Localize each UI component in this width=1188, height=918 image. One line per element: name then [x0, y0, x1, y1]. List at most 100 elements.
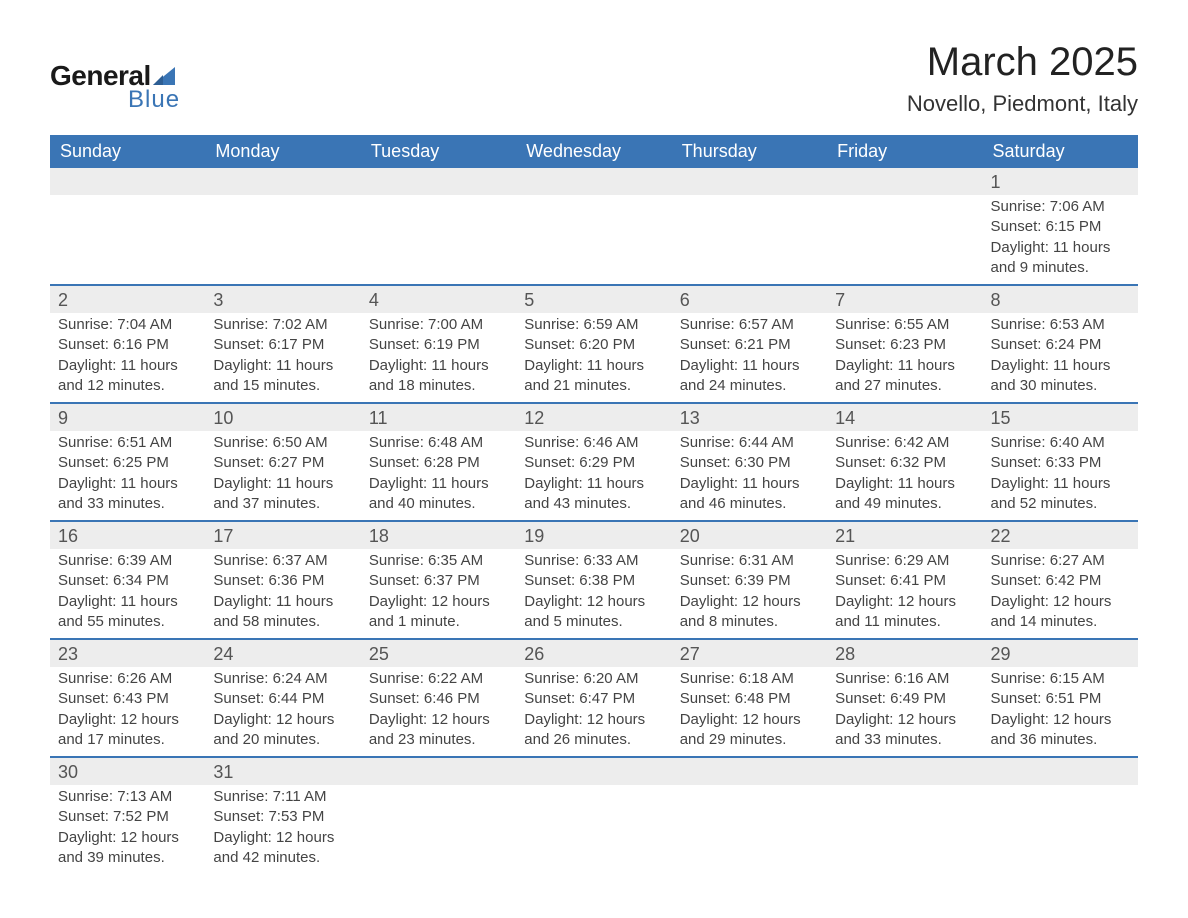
- sunrise-line: Sunrise: 6:33 AM: [524, 551, 663, 571]
- sunrise-line: Sunrise: 6:22 AM: [369, 669, 508, 689]
- weekday-header: Sunday: [50, 135, 205, 168]
- daylight-line: Daylight: 11 hours and 27 minutes.: [835, 356, 974, 397]
- daylight-line: Daylight: 12 hours and 17 minutes.: [58, 710, 197, 751]
- sunset-line: Sunset: 6:27 PM: [213, 453, 352, 473]
- sunset-line: Sunset: 6:41 PM: [835, 571, 974, 591]
- day-number: 3: [205, 286, 360, 313]
- daylight-line: Daylight: 12 hours and 1 minute.: [369, 592, 508, 633]
- sunrise-line: Sunrise: 6:53 AM: [991, 315, 1130, 335]
- daylight-line: Daylight: 12 hours and 8 minutes.: [680, 592, 819, 633]
- day-detail-row: Sunrise: 6:39 AMSunset: 6:34 PMDaylight:…: [50, 549, 1138, 639]
- logo: General Blue: [50, 60, 180, 114]
- sunset-line: Sunset: 6:33 PM: [991, 453, 1130, 473]
- day-detail-row: Sunrise: 6:26 AMSunset: 6:43 PMDaylight:…: [50, 667, 1138, 757]
- sunset-line: Sunset: 7:53 PM: [213, 807, 352, 827]
- day-number: 26: [516, 640, 671, 667]
- sunrise-line: Sunrise: 6:27 AM: [991, 551, 1130, 571]
- day-details: Sunrise: 6:40 AMSunset: 6:33 PMDaylight:…: [983, 431, 1138, 520]
- daylight-line: Daylight: 12 hours and 39 minutes.: [58, 828, 197, 869]
- day-number: 11: [361, 404, 516, 431]
- sunset-line: Sunset: 7:52 PM: [58, 807, 197, 827]
- sunset-line: Sunset: 6:42 PM: [991, 571, 1130, 591]
- sunset-line: Sunset: 6:47 PM: [524, 689, 663, 709]
- daylight-line: Daylight: 11 hours and 43 minutes.: [524, 474, 663, 515]
- sunrise-line: Sunrise: 6:20 AM: [524, 669, 663, 689]
- day-number-row: 23242526272829: [50, 639, 1138, 667]
- daylight-line: Daylight: 12 hours and 5 minutes.: [524, 592, 663, 633]
- sunset-line: Sunset: 6:28 PM: [369, 453, 508, 473]
- day-details: Sunrise: 6:22 AMSunset: 6:46 PMDaylight:…: [361, 667, 516, 756]
- daylight-line: Daylight: 12 hours and 26 minutes.: [524, 710, 663, 751]
- daylight-line: Daylight: 11 hours and 30 minutes.: [991, 356, 1130, 397]
- day-number: 12: [516, 404, 671, 431]
- daylight-line: Daylight: 12 hours and 29 minutes.: [680, 710, 819, 751]
- day-number: 24: [205, 640, 360, 667]
- weekday-header-row: SundayMondayTuesdayWednesdayThursdayFrid…: [50, 135, 1138, 168]
- sunset-line: Sunset: 6:15 PM: [991, 217, 1130, 237]
- sunset-line: Sunset: 6:46 PM: [369, 689, 508, 709]
- day-details: Sunrise: 6:59 AMSunset: 6:20 PMDaylight:…: [516, 313, 671, 402]
- day-number: 23: [50, 640, 205, 667]
- daylight-line: Daylight: 11 hours and 15 minutes.: [213, 356, 352, 397]
- day-details: Sunrise: 6:44 AMSunset: 6:30 PMDaylight:…: [672, 431, 827, 520]
- daylight-line: Daylight: 12 hours and 11 minutes.: [835, 592, 974, 633]
- day-number: 20: [672, 522, 827, 549]
- sunrise-line: Sunrise: 6:24 AM: [213, 669, 352, 689]
- day-number: 27: [672, 640, 827, 667]
- day-details: Sunrise: 7:13 AMSunset: 7:52 PMDaylight:…: [50, 785, 205, 874]
- day-details: Sunrise: 6:26 AMSunset: 6:43 PMDaylight:…: [50, 667, 205, 756]
- day-number-row: 16171819202122: [50, 521, 1138, 549]
- sunrise-line: Sunrise: 6:59 AM: [524, 315, 663, 335]
- day-details: Sunrise: 6:50 AMSunset: 6:27 PMDaylight:…: [205, 431, 360, 520]
- daylight-line: Daylight: 11 hours and 12 minutes.: [58, 356, 197, 397]
- sunset-line: Sunset: 6:36 PM: [213, 571, 352, 591]
- day-details: Sunrise: 7:02 AMSunset: 6:17 PMDaylight:…: [205, 313, 360, 402]
- daylight-line: Daylight: 11 hours and 24 minutes.: [680, 356, 819, 397]
- sunset-line: Sunset: 6:24 PM: [991, 335, 1130, 355]
- sail-icon: [153, 67, 175, 85]
- sunset-line: Sunset: 6:29 PM: [524, 453, 663, 473]
- sunset-line: Sunset: 6:37 PM: [369, 571, 508, 591]
- sunset-line: Sunset: 6:49 PM: [835, 689, 974, 709]
- day-number: 17: [205, 522, 360, 549]
- day-number: 19: [516, 522, 671, 549]
- weekday-header: Thursday: [672, 135, 827, 168]
- day-details: Sunrise: 6:33 AMSunset: 6:38 PMDaylight:…: [516, 549, 671, 638]
- sunrise-line: Sunrise: 6:35 AM: [369, 551, 508, 571]
- day-number-row: 2345678: [50, 285, 1138, 313]
- page-title: March 2025: [907, 40, 1138, 85]
- sunrise-line: Sunrise: 6:26 AM: [58, 669, 197, 689]
- day-details: Sunrise: 6:35 AMSunset: 6:37 PMDaylight:…: [361, 549, 516, 638]
- day-number: 5: [516, 286, 671, 313]
- sunrise-line: Sunrise: 6:15 AM: [991, 669, 1130, 689]
- sunset-line: Sunset: 6:16 PM: [58, 335, 197, 355]
- day-number: 25: [361, 640, 516, 667]
- daylight-line: Daylight: 12 hours and 42 minutes.: [213, 828, 352, 869]
- weekday-header: Friday: [827, 135, 982, 168]
- day-detail-row: Sunrise: 7:06 AMSunset: 6:15 PMDaylight:…: [50, 195, 1138, 285]
- day-details: Sunrise: 7:04 AMSunset: 6:16 PMDaylight:…: [50, 313, 205, 402]
- sunrise-line: Sunrise: 6:46 AM: [524, 433, 663, 453]
- weekday-header: Saturday: [983, 135, 1138, 168]
- sunset-line: Sunset: 6:25 PM: [58, 453, 197, 473]
- sunset-line: Sunset: 6:38 PM: [524, 571, 663, 591]
- sunrise-line: Sunrise: 7:02 AM: [213, 315, 352, 335]
- daylight-line: Daylight: 11 hours and 33 minutes.: [58, 474, 197, 515]
- sunset-line: Sunset: 6:51 PM: [991, 689, 1130, 709]
- daylight-line: Daylight: 12 hours and 36 minutes.: [991, 710, 1130, 751]
- daylight-line: Daylight: 11 hours and 40 minutes.: [369, 474, 508, 515]
- sunset-line: Sunset: 6:23 PM: [835, 335, 974, 355]
- day-number: 31: [205, 758, 360, 785]
- day-details: Sunrise: 6:57 AMSunset: 6:21 PMDaylight:…: [672, 313, 827, 402]
- day-details: Sunrise: 6:16 AMSunset: 6:49 PMDaylight:…: [827, 667, 982, 756]
- logo-word2: Blue: [128, 86, 180, 114]
- weekday-header: Tuesday: [361, 135, 516, 168]
- day-number: 2: [50, 286, 205, 313]
- sunrise-line: Sunrise: 6:40 AM: [991, 433, 1130, 453]
- day-detail-row: Sunrise: 7:13 AMSunset: 7:52 PMDaylight:…: [50, 785, 1138, 874]
- page-subtitle: Novello, Piedmont, Italy: [907, 91, 1138, 117]
- day-number: 4: [361, 286, 516, 313]
- sunrise-line: Sunrise: 7:11 AM: [213, 787, 352, 807]
- sunrise-line: Sunrise: 6:29 AM: [835, 551, 974, 571]
- day-number: 18: [361, 522, 516, 549]
